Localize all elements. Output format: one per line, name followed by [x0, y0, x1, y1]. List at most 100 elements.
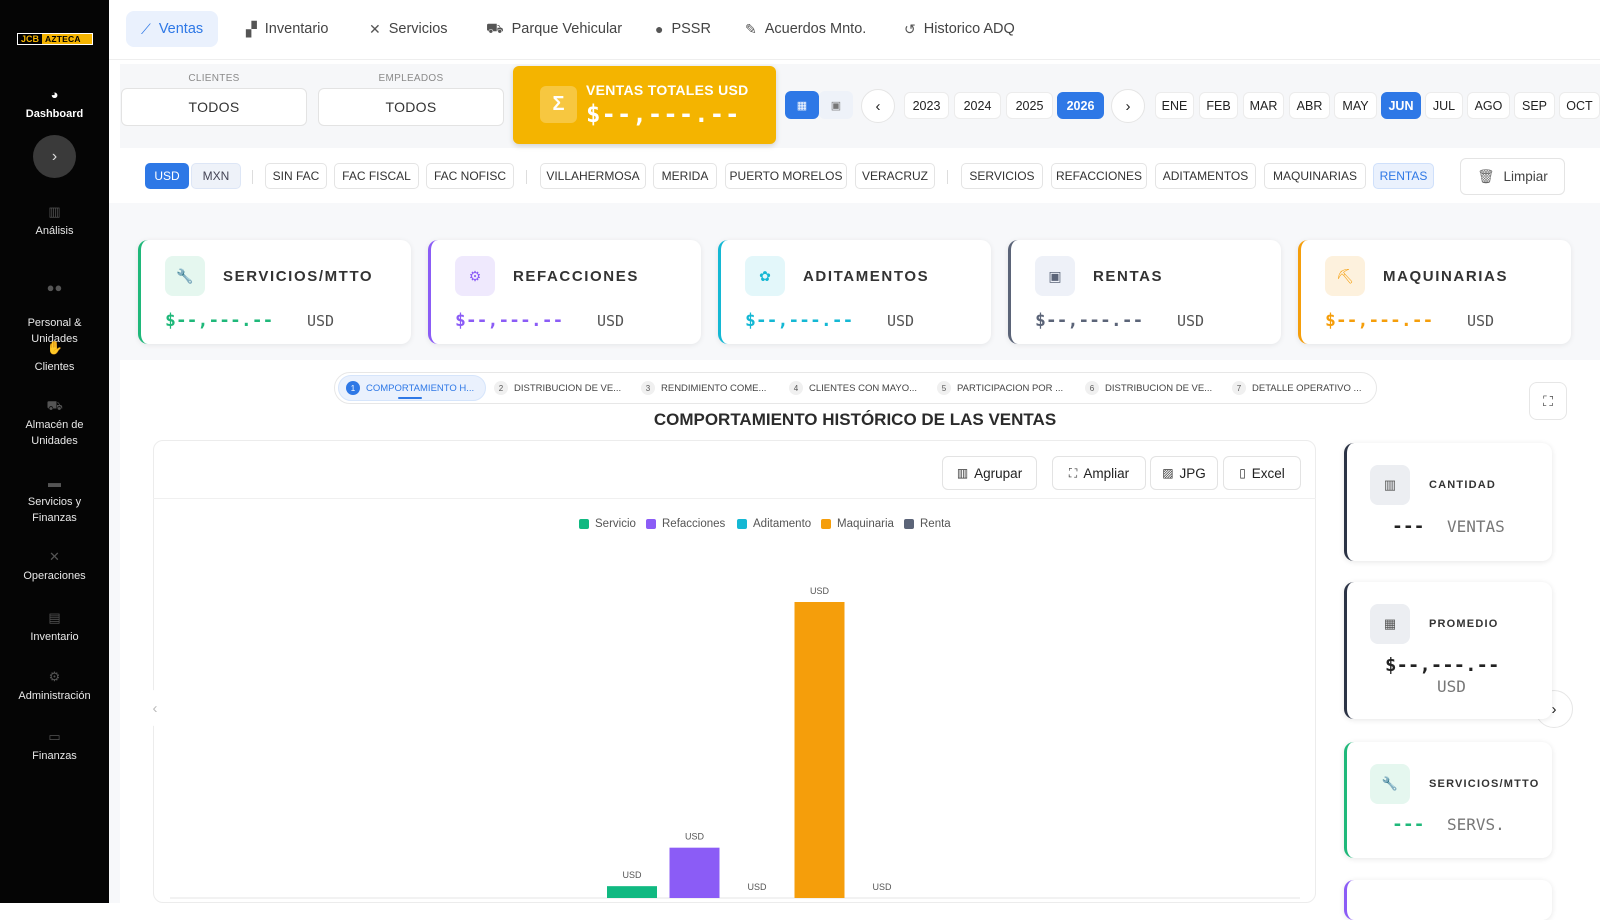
side-card-servicios[interactable]: 🔧 SERVICIOS/MTTO --- SERVS.: [1344, 742, 1552, 858]
fullscreen-button[interactable]: ⛶: [1529, 382, 1567, 420]
step-3[interactable]: 3 RENDIMIENTO COME...: [641, 379, 766, 397]
sidebar-item-finanzas[interactable]: ▭ Finanzas: [0, 730, 109, 764]
chip-maquinarias[interactable]: MAQUINARIAS: [1264, 163, 1366, 189]
chip-mxn[interactable]: MXN: [191, 163, 241, 189]
bar-chart-icon: ▥: [956, 466, 969, 480]
wallet-icon: ▭: [48, 729, 61, 744]
chart-icon: ▥: [1370, 465, 1410, 505]
month-ene[interactable]: ENE: [1155, 92, 1194, 119]
kpi-card-maquinarias[interactable]: ⛏ MAQUINARIAS $--,---.-- USD: [1298, 240, 1571, 344]
export-jpg-button[interactable]: ▨ JPG: [1150, 456, 1218, 490]
chip-sin-fac[interactable]: SIN FAC: [265, 163, 327, 189]
kpi-card-aditamentos[interactable]: ✿ ADITAMENTOS $--,---.-- USD: [718, 240, 991, 344]
chip-fac-fiscal[interactable]: FAC FISCAL: [334, 163, 419, 189]
step-1[interactable]: 1 COMPORTAMIENTO H...: [346, 379, 474, 397]
export-excel-button[interactable]: ▯ Excel: [1223, 456, 1301, 490]
chart-prev-button[interactable]: ‹: [137, 690, 173, 726]
step-4[interactable]: 4 CLIENTES CON MAYO...: [789, 379, 917, 397]
year-2026[interactable]: 2026: [1057, 92, 1104, 119]
total-sales-card: Σ VENTAS TOTALES USD $--,---.--: [513, 66, 776, 144]
year-prev-button[interactable]: ‹: [861, 89, 895, 123]
sidebar-item-operaciones[interactable]: ✕ Operaciones: [0, 550, 109, 584]
step-5[interactable]: 5 PARTICIPACION POR ...: [937, 379, 1063, 397]
kpi-value: $--,---.--: [745, 310, 854, 331]
legend-servicio[interactable]: Servicio: [579, 518, 636, 530]
step-7[interactable]: 7 DETALLE OPERATIVO ...: [1232, 379, 1361, 397]
year-2025[interactable]: 2025: [1006, 92, 1053, 119]
month-feb[interactable]: FEB: [1199, 92, 1238, 119]
gears-icon: ⚙: [48, 669, 61, 684]
legend-renta[interactable]: Renta: [904, 518, 951, 530]
legend-label: Renta: [920, 518, 951, 530]
side-card-cantidad[interactable]: ▥ CANTIDAD --- VENTAS: [1344, 443, 1552, 561]
divider: [153, 498, 1316, 499]
step-2[interactable]: 2 DISTRIBUCION DE VE...: [494, 379, 621, 397]
side-card-promedio[interactable]: ▦ PROMEDIO $--,---.-- USD: [1344, 582, 1552, 719]
chip-rentas[interactable]: RENTAS: [1373, 163, 1434, 189]
sidebar-item-servicios[interactable]: ▬ Servicios y Finanzas: [0, 476, 109, 526]
sidebar-item-inventario[interactable]: ▤ Inventario: [0, 611, 109, 645]
month-abr[interactable]: ABR: [1289, 92, 1330, 119]
side-card-title: SERVICIOS/MTTO: [1429, 778, 1540, 790]
tab-inventario[interactable]: ▞ Inventario: [231, 11, 343, 47]
chip-servicios[interactable]: SERVICIOS: [961, 163, 1043, 189]
month-sep[interactable]: SEP: [1514, 92, 1555, 119]
brand-logo[interactable]: JCB AZTECA: [17, 33, 93, 45]
chip-usd[interactable]: USD: [145, 163, 189, 189]
chip-refacciones[interactable]: REFACCIONES: [1051, 163, 1147, 189]
empleados-select[interactable]: TODOS: [318, 88, 504, 126]
step-label: DISTRIBUCION DE VE...: [514, 382, 622, 394]
sidebar-item-administracion[interactable]: ⚙ Administración: [0, 670, 109, 704]
month-jul[interactable]: JUL: [1425, 92, 1463, 119]
kpi-card-servicios[interactable]: 🔧 SERVICIOS/MTTO $--,---.-- USD: [138, 240, 411, 344]
month-may[interactable]: MAY: [1334, 92, 1377, 119]
view-calendar-toggle[interactable]: ▣: [819, 91, 853, 119]
year-2024[interactable]: 2024: [954, 92, 1001, 119]
sidebar-item-label: Análisis: [35, 225, 74, 237]
tab-parque-vehicular[interactable]: ⛟ Parque Vehicular: [471, 11, 637, 47]
logo-jcb: JCB: [18, 34, 43, 44]
legend-aditamento[interactable]: Aditamento: [737, 518, 811, 530]
legend-refacciones[interactable]: Refacciones: [646, 518, 725, 530]
legend-maquinaria[interactable]: Maquinaria: [821, 518, 894, 530]
sidebar-collapse-button[interactable]: ›: [33, 135, 76, 178]
step-6[interactable]: 6 DISTRIBUCION DE VE...: [1085, 379, 1212, 397]
boxes-icon: ▞: [246, 20, 257, 37]
sidebar-item-almacen[interactable]: ⛟ Almacén de Unidades: [0, 399, 109, 449]
tab-pssr[interactable]: ● PSSR: [640, 11, 726, 47]
sidebar-item-clientes[interactable]: ✋ Clientes: [0, 341, 109, 375]
chip-veracruz[interactable]: VERACRUZ: [855, 163, 935, 189]
view-table-toggle[interactable]: ▦: [785, 91, 819, 119]
year-next-button[interactable]: ›: [1111, 89, 1145, 123]
top-navigation: ⟋ Ventas ▞ Inventario ✕ Servicios ⛟ Parq…: [109, 0, 1600, 60]
calendar-icon: ▣: [830, 99, 842, 112]
chip-fac-nofisc[interactable]: FAC NOFISC: [426, 163, 514, 189]
history-icon: ↺: [904, 20, 916, 37]
sidebar-item-analisis[interactable]: ▥ Análisis: [0, 205, 109, 239]
kpi-card-rentas[interactable]: ▣ RENTAS $--,---.-- USD: [1008, 240, 1281, 344]
sidebar-item-dashboard[interactable]: ◕ Dashboard: [0, 88, 109, 122]
month-jun[interactable]: JUN: [1381, 92, 1421, 119]
chip-villahermosa[interactable]: VILLAHERMOSA: [540, 163, 646, 189]
sidebar-item-personal[interactable]: ●● Personal & Unidades: [0, 265, 109, 347]
group-button[interactable]: ▥ Agrupar: [942, 456, 1037, 490]
tab-servicios[interactable]: ✕ Servicios: [354, 11, 463, 47]
chip-aditamentos[interactable]: ADITAMENTOS: [1155, 163, 1256, 189]
month-mar[interactable]: MAR: [1243, 92, 1284, 119]
month-oct[interactable]: OCT: [1559, 92, 1600, 119]
side-card-next[interactable]: [1344, 880, 1552, 920]
sidebar-item-label: Almacén de Unidades: [25, 419, 84, 447]
kpi-card-refacciones[interactable]: ⚙ REFACCIONES $--,---.-- USD: [428, 240, 701, 344]
chip-merida[interactable]: MERIDA: [653, 163, 717, 189]
clientes-select[interactable]: TODOS: [121, 88, 307, 126]
zoom-button[interactable]: ⛶ Ampliar: [1052, 456, 1146, 490]
legend-swatch: [579, 519, 589, 529]
tab-ventas[interactable]: ⟋ Ventas: [126, 11, 219, 47]
tab-historico-adq[interactable]: ↺ Historico ADQ: [889, 11, 1030, 47]
month-ago[interactable]: AGO: [1467, 92, 1510, 119]
tab-acuerdos-mnto[interactable]: ✎ Acuerdos Mnto.: [730, 11, 881, 47]
chip-puerto-morelos[interactable]: PUERTO MORELOS: [725, 163, 847, 189]
year-2023[interactable]: 2023: [904, 92, 949, 119]
clear-filters-button[interactable]: 🗑 Limpiar: [1460, 158, 1565, 195]
side-card-title: PROMEDIO: [1429, 618, 1499, 630]
